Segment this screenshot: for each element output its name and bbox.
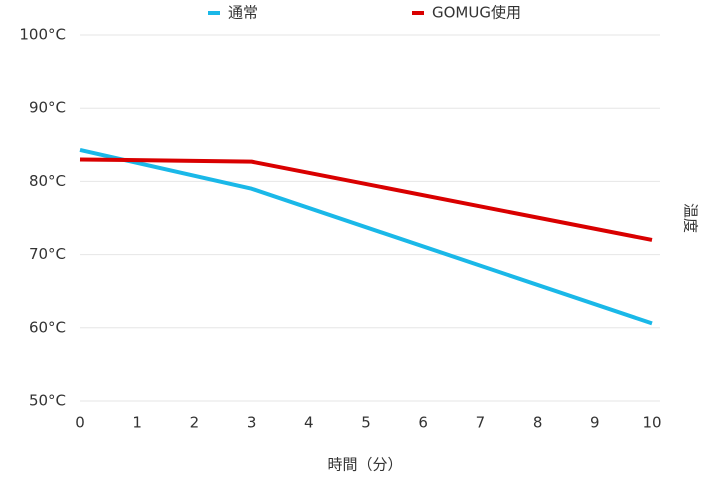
y-axis-label: 温度 <box>682 203 700 233</box>
y-tick-label: 70°C <box>29 245 66 263</box>
series-line <box>79 157 653 242</box>
y-tick-label: 80°C <box>29 172 66 190</box>
x-tick-label: 8 <box>533 414 543 432</box>
y-tick-label: 90°C <box>29 99 66 117</box>
x-axis-label: 時間（分） <box>327 456 402 474</box>
legend-label: GOMUG使用 <box>432 4 521 22</box>
y-tick-label: 60°C <box>29 318 66 336</box>
x-tick-label: 10 <box>642 414 661 432</box>
y-tick-label: 100°C <box>19 26 66 44</box>
legend-label: 通常 <box>228 4 258 22</box>
x-tick-label: 6 <box>418 414 428 432</box>
x-tick-label: 9 <box>590 414 600 432</box>
y-tick-label: 50°C <box>29 392 66 410</box>
x-tick-label: 0 <box>75 414 85 432</box>
x-tick-label: 3 <box>247 414 257 432</box>
x-tick-label: 1 <box>132 414 142 432</box>
x-tick-label: 5 <box>361 414 371 432</box>
x-tick-label: 4 <box>304 414 314 432</box>
series-line <box>79 147 653 326</box>
x-tick-label: 2 <box>190 414 200 432</box>
x-tick-label: 7 <box>476 414 486 432</box>
